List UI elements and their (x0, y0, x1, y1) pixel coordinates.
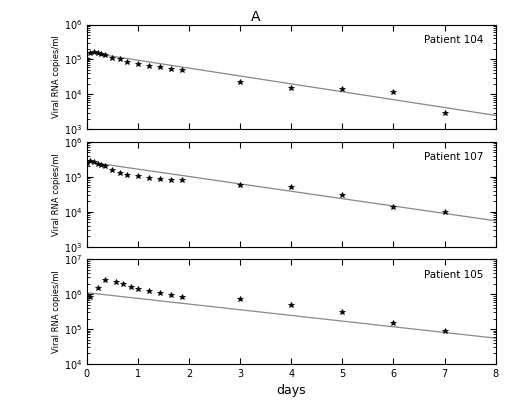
Y-axis label: Viral RNA copies/ml: Viral RNA copies/ml (52, 153, 61, 236)
X-axis label: days: days (276, 384, 306, 398)
Y-axis label: Viral RNA copies/ml: Viral RNA copies/ml (52, 270, 61, 353)
Y-axis label: Viral RNA copies/ml: Viral RNA copies/ml (52, 36, 61, 118)
Text: A: A (251, 10, 260, 24)
Text: Patient 104: Patient 104 (424, 35, 483, 45)
Text: Patient 105: Patient 105 (424, 270, 483, 280)
Text: Patient 107: Patient 107 (424, 153, 483, 162)
